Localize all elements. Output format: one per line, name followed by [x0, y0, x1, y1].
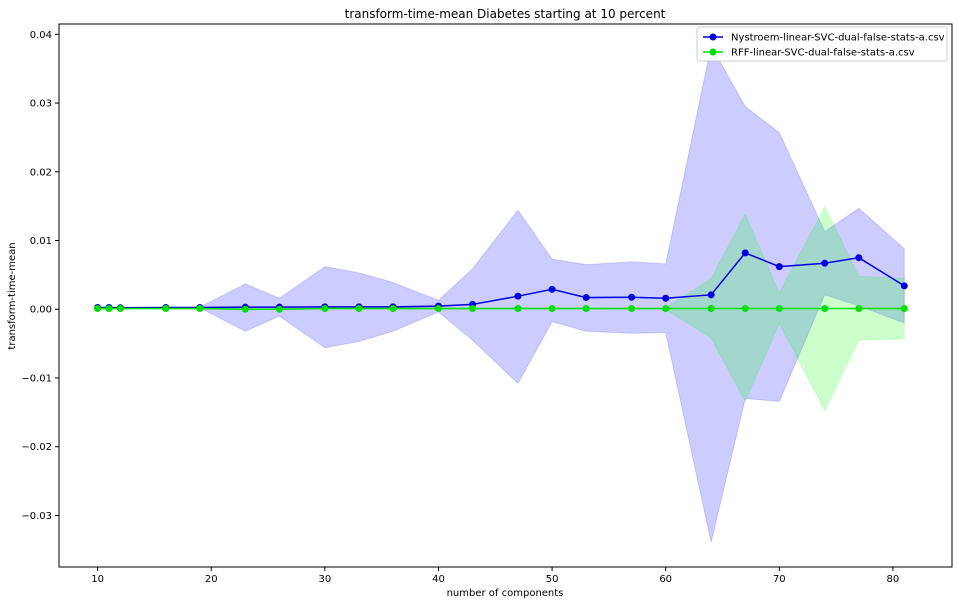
y-tick-label: 0.00 — [30, 305, 52, 316]
y-tick-label: 0.04 — [30, 30, 52, 41]
series-2-point — [116, 305, 124, 313]
series-2-point — [855, 305, 863, 313]
y-tick-label: −0.01 — [21, 373, 52, 384]
x-axis-label: number of components — [447, 588, 564, 599]
series-2-point — [275, 305, 283, 313]
series-2-point — [469, 305, 477, 313]
x-tick-label: 30 — [318, 574, 331, 585]
legend: Nystroem-linear-SVC-dual-false-stats-a.c… — [696, 26, 948, 62]
series-2-point — [900, 305, 908, 313]
legend-box — [696, 26, 948, 62]
y-tick-label: 0.01 — [30, 236, 52, 247]
series-2-point — [241, 305, 249, 313]
series-1-point — [900, 282, 908, 290]
x-tick-label: 20 — [205, 574, 218, 585]
series-1-point — [707, 291, 715, 299]
series-2-line — [97, 307, 905, 310]
series-1-point — [514, 292, 522, 300]
series-2-point — [94, 305, 102, 313]
x-tick-label: 40 — [432, 574, 445, 585]
series-2-point — [582, 305, 590, 313]
series-1-band — [97, 44, 905, 543]
series-2-point — [321, 305, 329, 313]
series-2-point — [434, 305, 442, 313]
chart-title: transform-time-mean Diabetes starting at… — [345, 7, 666, 21]
series-2-point — [355, 305, 363, 313]
series-2-point — [821, 305, 829, 313]
series-2-point — [707, 305, 715, 313]
x-axis-ticks: 10 20 30 40 50 60 70 80 — [91, 567, 899, 585]
legend-label: Nystroem-linear-SVC-dual-false-stats-a.c… — [731, 33, 945, 44]
series-2-point — [162, 305, 170, 313]
series-2-point — [628, 305, 636, 313]
legend-label: RFF-linear-SVC-dual-false-stats-a.csv — [731, 48, 915, 59]
y-tick-label: 0.02 — [30, 167, 52, 178]
series-1-point — [582, 294, 590, 302]
series-2-point — [775, 305, 783, 313]
series-1-point — [775, 263, 783, 271]
series-2-point — [662, 305, 670, 313]
legend-swatch-marker — [709, 33, 717, 41]
series-1-point — [741, 249, 749, 257]
legend-swatch-marker — [709, 48, 717, 56]
y-axis-ticks: −0.03 −0.02 −0.01 0.00 0.01 0.02 0.03 0.04 — [21, 30, 59, 522]
series-1-point — [821, 259, 829, 267]
x-tick-label: 70 — [773, 574, 786, 585]
series-1-point — [662, 294, 670, 302]
y-axis-label: transform-time-mean — [7, 242, 18, 349]
x-tick-label: 50 — [546, 574, 559, 585]
series-1-point — [628, 293, 636, 301]
y-tick-label: −0.03 — [21, 511, 52, 522]
series-2-point — [548, 305, 556, 313]
series-2-point — [741, 305, 749, 313]
x-tick-label: 10 — [91, 574, 104, 585]
y-tick-label: −0.02 — [21, 442, 52, 453]
series-2-point — [196, 305, 204, 313]
x-tick-label: 80 — [887, 574, 900, 585]
series-2-point — [514, 305, 522, 313]
axes-frame — [58, 23, 953, 568]
series-markers — [94, 249, 908, 313]
x-tick-label: 60 — [659, 574, 672, 585]
series-1-point — [855, 254, 863, 262]
series-2-point — [105, 305, 113, 313]
y-tick-label: 0.03 — [30, 99, 52, 110]
series-1-point — [548, 285, 556, 293]
series-2-point — [389, 305, 397, 313]
